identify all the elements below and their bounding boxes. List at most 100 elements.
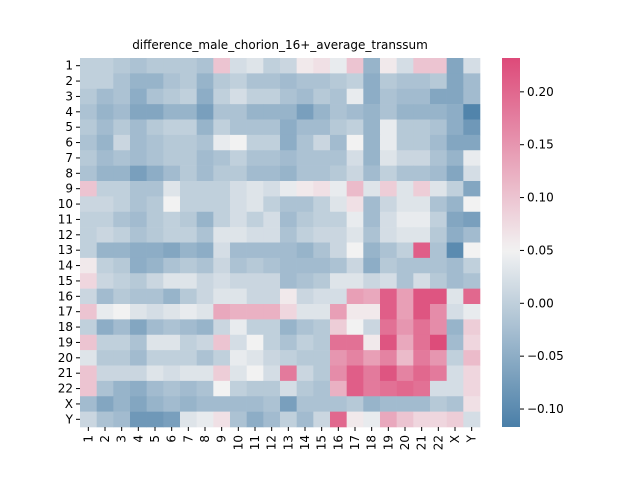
heatmap-cell-14-19: [380, 257, 397, 274]
heatmap-cell-2-8: [196, 73, 214, 90]
col-tick-labels: 1 2 3 4 5 6 7 8 9 10 11 12 13 14 15 16 17 18 19 20 21 22 X Y: [81, 427, 479, 450]
heatmap-cell-6-17: [346, 134, 364, 151]
heatmap-cell-19-3: [113, 334, 131, 351]
heatmap-cell-X-7: [180, 396, 197, 412]
heatmap-cell-19-X: [446, 334, 464, 351]
heatmap-cell-22-9: [213, 380, 231, 397]
heatmap-cell-4-20: [396, 104, 414, 120]
heatmap-cell-6-11: [246, 134, 264, 151]
heatmap-cell-12-14: [296, 227, 314, 243]
heatmap-cell-8-X: [446, 165, 464, 182]
heatmap-cell-21-9: [213, 365, 231, 382]
heatmap-cell-20-3: [113, 350, 131, 366]
heatmap-cell-14-15: [313, 257, 331, 274]
heatmap-cell-X-12: [263, 396, 281, 412]
heatmap-cell-4-4: [130, 104, 147, 120]
heatmap-cell-7-8: [196, 150, 214, 166]
heatmap-cell-16-20: [396, 288, 414, 305]
heatmap-cell-X-16: [330, 396, 347, 412]
heatmap-cell-18-10: [230, 319, 247, 336]
heatmap-cell-22-2: [96, 380, 114, 397]
heatmap-cell-14-22: [430, 257, 447, 274]
col-tick-label: Y: [465, 434, 479, 443]
heatmap-cell-12-X: [446, 227, 464, 243]
heatmap-cell-4-7: [180, 104, 197, 120]
heatmap-cell-15-1: [80, 273, 97, 289]
heatmap-cell-8-19: [380, 165, 397, 182]
heatmap-cell-17-4: [130, 304, 147, 320]
heatmap-cell-X-3: [113, 396, 131, 412]
heatmap-cell-8-13: [280, 165, 297, 182]
heatmap-cell-10-16: [330, 196, 347, 213]
heatmap-cell-3-1: [80, 88, 97, 105]
heatmap-cell-10-4: [130, 196, 147, 213]
heatmap-cell-18-15: [313, 319, 331, 336]
heatmap-cell-8-20: [396, 165, 414, 182]
heatmap-cell-16-16: [330, 288, 347, 305]
col-tick-label: 9: [215, 435, 229, 443]
heatmap-cell-16-7: [180, 288, 197, 305]
heatmap-cell-5-Y: [463, 119, 481, 136]
heatmap-cell-19-10: [230, 334, 247, 351]
heatmap-cell-20-17: [346, 350, 364, 366]
heatmap-cell-20-11: [246, 350, 264, 366]
heatmap-cell-3-3: [113, 88, 131, 105]
heatmap-cell-1-18: [363, 58, 381, 74]
heatmap-cell-5-10: [230, 119, 247, 136]
heatmap-cell-8-14: [296, 165, 314, 182]
heatmap-cell-Y-10: [230, 411, 247, 428]
heatmap-cell-17-3: [113, 304, 131, 320]
heatmap-cell-17-1: [80, 304, 97, 320]
heatmap-cell-1-12: [263, 58, 281, 74]
heatmap-cell-3-8: [196, 88, 214, 105]
heatmap-cell-13-1: [80, 242, 97, 259]
heatmap-cell-X-21: [413, 396, 431, 412]
heatmap-cell-16-2: [96, 288, 114, 305]
heatmap-cell-18-20: [396, 319, 414, 336]
heatmap-cell-1-5: [146, 58, 164, 74]
heatmap-cell-11-8: [196, 211, 214, 228]
heatmap-cell-12-4: [130, 227, 147, 243]
heatmap-cell-20-19: [380, 350, 397, 366]
heatmap-cell-1-14: [296, 58, 314, 74]
heatmap-cell-4-10: [230, 104, 247, 120]
heatmap-cell-6-16: [330, 134, 347, 151]
heatmap-cell-6-1: [80, 134, 97, 151]
heatmap-cell-12-19: [380, 227, 397, 243]
heatmap-cell-15-17: [346, 273, 364, 289]
heatmap-cell-6-13: [280, 134, 297, 151]
col-tick-label: 6: [165, 435, 179, 443]
heatmap-cell-13-7: [180, 242, 197, 259]
heatmap-cell-20-5: [146, 350, 164, 366]
heatmap-cell-19-17: [346, 334, 364, 351]
heatmap-cell-8-Y: [463, 165, 481, 182]
heatmap-cell-15-10: [230, 273, 247, 289]
heatmap-cell-9-22: [430, 181, 447, 197]
heatmap-cell-18-14: [296, 319, 314, 336]
heatmap-cell-7-16: [330, 150, 347, 166]
heatmap-cell-Y-20: [396, 411, 414, 428]
heatmap-cell-10-10: [230, 196, 247, 213]
heatmap-cell-11-X: [446, 211, 464, 228]
row-tick-label: 12: [58, 228, 73, 242]
heatmap-cell-15-18: [363, 273, 381, 289]
row-tick-label: 7: [65, 151, 73, 165]
heatmap-cell-19-13: [280, 334, 297, 351]
heatmap-cell-12-12: [263, 227, 281, 243]
heatmap-cell-21-Y: [463, 365, 481, 382]
heatmap-cell-9-5: [146, 181, 164, 197]
col-tick-label: 17: [348, 435, 362, 450]
heatmap-cell-5-7: [180, 119, 197, 136]
heatmap-cell-1-10: [230, 58, 247, 74]
heatmap-cell-21-4: [130, 365, 147, 382]
heatmap-cell-16-19: [380, 288, 397, 305]
heatmap-cell-9-2: [96, 181, 114, 197]
heatmap-cell-13-3: [113, 242, 131, 259]
heatmap-cell-18-Y: [463, 319, 481, 336]
heatmap-cell-8-17: [346, 165, 364, 182]
heatmap-cell-17-5: [146, 304, 164, 320]
heatmap-cell-13-15: [313, 242, 331, 259]
heatmap-cell-10-13: [280, 196, 297, 213]
heatmap-cell-3-2: [96, 88, 114, 105]
